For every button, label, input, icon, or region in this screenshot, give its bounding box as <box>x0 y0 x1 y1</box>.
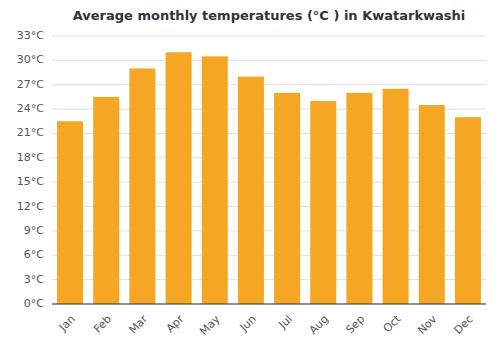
bar <box>346 93 372 304</box>
bar <box>57 121 83 304</box>
bar <box>202 56 228 304</box>
x-tick-label: May <box>197 312 223 338</box>
bars <box>57 52 481 304</box>
y-tick-label: 24°C <box>17 102 44 115</box>
bar <box>93 97 119 304</box>
bar <box>238 77 264 304</box>
y-tick-label: 30°C <box>17 53 44 66</box>
y-tick-label: 15°C <box>17 175 44 188</box>
chart-container: 0°C 3°C 6°C 9°C 12°C 15°C 18°C 21°C 24°C 27°C 30°C… <box>0 0 500 350</box>
y-tick-label: 33°C <box>17 29 44 42</box>
x-tick-label: Sep <box>343 313 367 337</box>
chart-svg: 0°C 3°C 6°C 9°C 12°C 15°C 18°C 21°C 24°C 27°C 30°C… <box>0 0 500 350</box>
y-tick-label: 0°C <box>24 297 44 310</box>
x-axis-line <box>52 304 486 305</box>
grid-line <box>52 84 486 85</box>
x-tick-label: Jul <box>276 313 295 332</box>
x-tick-label: Mar <box>126 312 150 336</box>
bar <box>166 52 192 304</box>
y-tick-label: 12°C <box>17 200 44 213</box>
bar <box>310 101 336 304</box>
chart-title: Average monthly temperatures (°C ) in Kw… <box>73 8 466 23</box>
bar <box>129 68 155 304</box>
x-tick-label: Dec <box>451 313 475 337</box>
x-tick-label: Feb <box>91 313 114 336</box>
bar <box>419 105 445 304</box>
page: {"chart_data": {"type": "bar", "title": … <box>0 0 500 350</box>
x-tick-label: Aug <box>307 313 331 337</box>
bar <box>455 117 481 304</box>
bar <box>274 93 300 304</box>
x-tick-label: Oct <box>381 312 404 335</box>
x-axis: Jan Feb Mar Apr May Jun Jul Aug Sep Oct Nov Dec <box>52 304 486 338</box>
y-tick-label: 6°C <box>24 248 44 261</box>
x-tick-label: Apr <box>164 312 187 335</box>
y-tick-label: 18°C <box>17 151 44 164</box>
y-tick-label: 27°C <box>17 78 44 91</box>
y-tick-label: 3°C <box>24 273 44 286</box>
y-axis: 0°C 3°C 6°C 9°C 12°C 15°C 18°C 21°C 24°C 27°C 30°C… <box>17 29 486 310</box>
x-tick-label: Jan <box>56 313 78 335</box>
y-tick-label: 9°C <box>24 224 44 237</box>
grid-line <box>52 60 486 61</box>
grid-line <box>52 304 486 305</box>
y-tick-label: 21°C <box>17 126 44 139</box>
x-tick-label: Nov <box>415 312 440 337</box>
grid-line <box>52 36 486 37</box>
bar <box>383 89 409 304</box>
x-tick-label: Jun <box>237 313 259 335</box>
